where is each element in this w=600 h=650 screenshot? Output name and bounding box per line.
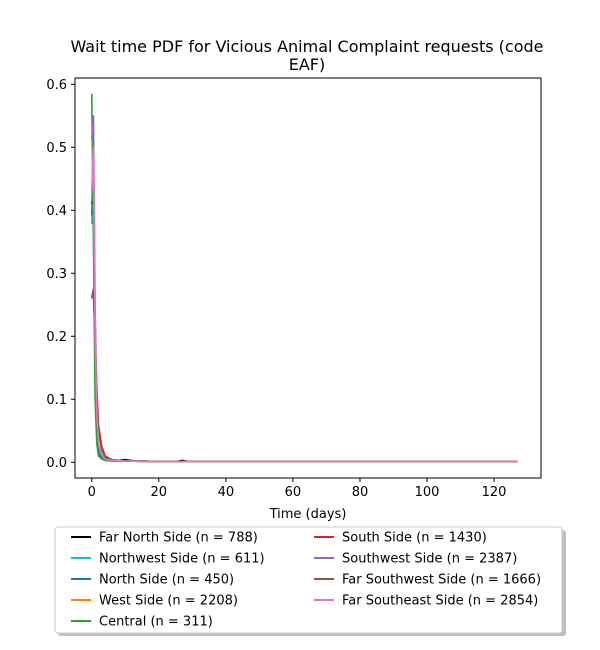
series-line-7 (90, 288, 518, 463)
y-tick-label: 0.0 (46, 456, 67, 471)
x-tick-label: 40 (218, 485, 235, 500)
legend-label-0: Far North Side (n = 788) (99, 531, 258, 546)
series-line-0 (90, 177, 518, 463)
x-tick-label: 0 (88, 485, 96, 500)
series-line-3 (91, 196, 518, 463)
legend-label-3: West Side (n = 2208) (99, 594, 238, 609)
x-axis-label: Time (days) (269, 507, 347, 522)
series-line-4 (90, 93, 518, 463)
legend: Far North Side (n = 788) Northwest Side (… (54, 526, 566, 636)
x-tick-label: 20 (151, 485, 168, 500)
series-line-2 (90, 152, 518, 463)
legend-label-5: South Side (n = 1430) (342, 531, 487, 546)
y-tick-label: 0.6 (46, 78, 67, 93)
x-tick-label: 80 (352, 485, 369, 500)
y-tick-label: 0.4 (46, 204, 67, 219)
series-layer (90, 93, 518, 463)
y-tick-label: 0.5 (46, 141, 67, 156)
legend-label-4: Central (n = 311) (99, 615, 213, 630)
series-line-1 (90, 184, 518, 463)
x-tick-label: 100 (415, 485, 440, 500)
legend-box (54, 526, 563, 634)
y-tick-label: 0.2 (46, 330, 67, 345)
x-tick-label: 120 (482, 485, 507, 500)
plot-frame (74, 77, 542, 479)
y-tick-label: 0.3 (46, 267, 67, 282)
y-axis: 0.0 0.1 0.2 0.3 0.4 0.5 0.6 (46, 78, 75, 471)
legend-label-7: Far Southwest Side (n = 1666) (342, 573, 541, 588)
legend-label-8: Far Southeast Side (n = 2854) (342, 594, 538, 609)
chart-title-line2: EAF) (289, 55, 326, 74)
series-line-8 (90, 146, 518, 463)
x-axis: 0 20 40 60 80 100 120 (88, 478, 507, 500)
y-tick-label: 0.1 (46, 393, 67, 408)
legend-label-1: Northwest Side (n = 611) (99, 552, 265, 567)
chart-title-line1: Wait time PDF for Vicious Animal Complai… (70, 37, 543, 56)
series-line-6 (90, 115, 518, 463)
legend-label-6: Southwest Side (n = 2387) (342, 552, 517, 567)
series-line-5 (91, 291, 518, 463)
x-tick-label: 60 (285, 485, 302, 500)
legend-label-2: North Side (n = 450) (99, 573, 234, 588)
